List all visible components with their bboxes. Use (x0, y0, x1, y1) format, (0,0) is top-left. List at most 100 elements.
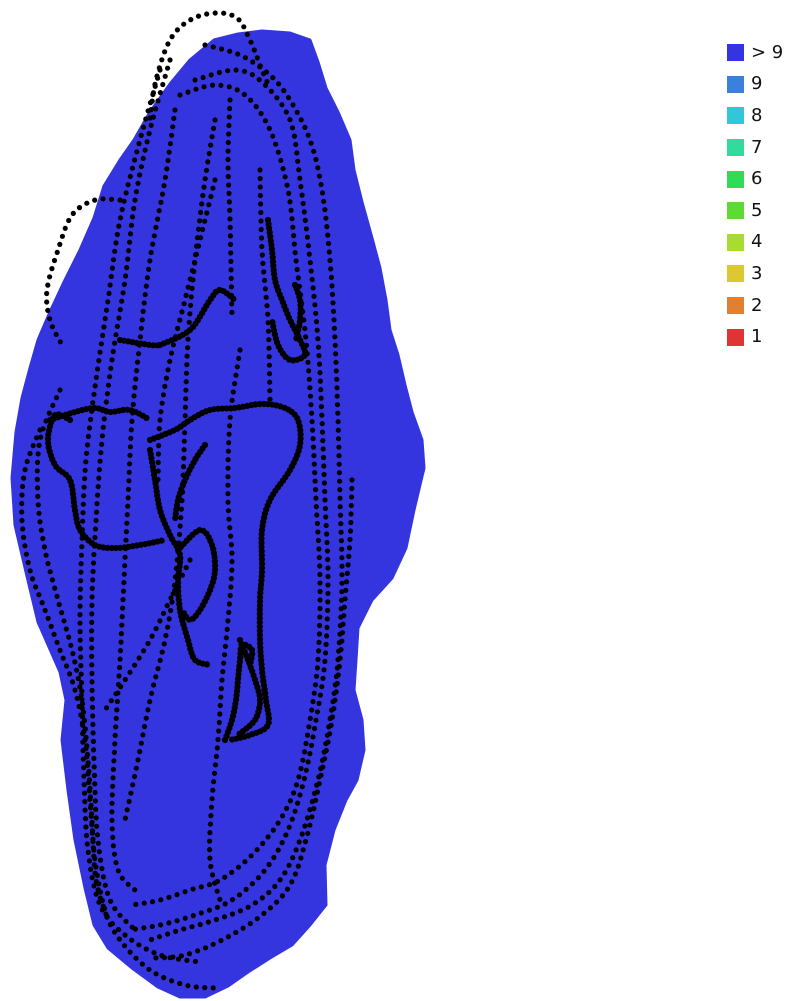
track-point (173, 928, 179, 935)
track-point (187, 276, 193, 282)
track-point (169, 34, 175, 40)
track-point (151, 682, 157, 688)
track-point (113, 332, 119, 338)
track-point (274, 899, 280, 905)
track-point (226, 182, 232, 188)
track-point (257, 167, 263, 173)
track-point (122, 563, 128, 569)
track-point (46, 410, 52, 416)
track-point (156, 208, 162, 214)
track-point (188, 302, 194, 308)
track-point (293, 141, 299, 148)
track-point (129, 165, 135, 171)
legend-swatch (727, 202, 744, 220)
track-point (109, 826, 115, 832)
track-point (347, 536, 353, 543)
track-point (324, 539, 330, 546)
track-point (312, 470, 318, 476)
track-point (123, 529, 129, 535)
track-point (226, 190, 232, 196)
track-point (81, 717, 88, 724)
track-point (225, 465, 231, 471)
track-point (109, 265, 115, 271)
track-point (286, 824, 292, 830)
track-point (183, 387, 189, 393)
track-point (69, 679, 76, 685)
track-point (133, 955, 139, 961)
track-point (208, 193, 214, 200)
track-point (228, 275, 234, 281)
track-point (258, 218, 264, 224)
track-point (334, 376, 340, 382)
track-point (141, 723, 148, 730)
track-point (167, 141, 173, 147)
track-point (235, 51, 241, 57)
track-point (79, 701, 86, 707)
track-point (324, 633, 330, 639)
track-point (232, 381, 238, 387)
track-point (159, 400, 165, 406)
track-point (120, 605, 126, 611)
track-point (89, 811, 95, 817)
track-point (93, 509, 100, 515)
track-point (329, 714, 336, 720)
track-point (257, 175, 263, 182)
track-point (322, 207, 328, 213)
track-point (117, 664, 123, 671)
track-point (346, 553, 352, 560)
track-point (311, 293, 317, 299)
track-point (77, 637, 83, 643)
track-point (336, 663, 342, 670)
track-point (322, 756, 328, 762)
track-point (312, 302, 318, 308)
track-point (189, 924, 195, 930)
track-point (207, 821, 213, 827)
track-point (76, 205, 83, 211)
track-point (254, 916, 260, 922)
track-point (318, 181, 324, 188)
track-point (86, 858, 93, 864)
track-point (113, 860, 119, 866)
track-point (262, 118, 268, 124)
track-point (307, 715, 313, 722)
track-point (220, 669, 226, 675)
track-point (144, 139, 150, 145)
track-point (183, 370, 190, 376)
track-point (203, 167, 210, 173)
track-point (202, 218, 208, 224)
track-point (208, 863, 214, 870)
track-point (179, 309, 185, 315)
track-point (138, 740, 144, 746)
track-point (151, 950, 157, 956)
track-point (124, 512, 130, 518)
track-point (254, 847, 260, 853)
track-point (266, 861, 272, 868)
track-point (305, 359, 311, 365)
track-point (325, 590, 331, 597)
track-point (175, 956, 182, 962)
track-point (114, 707, 120, 713)
track-point (107, 922, 113, 928)
track-point (324, 224, 330, 230)
track-point (124, 807, 130, 813)
track-point (117, 307, 123, 313)
track-point (294, 109, 300, 115)
track-point (34, 468, 40, 474)
track-point (91, 883, 97, 889)
track-point (148, 122, 154, 128)
track-point (298, 765, 304, 772)
track-point (121, 281, 127, 287)
track-point (29, 576, 36, 582)
track-point (309, 410, 315, 416)
track-point (77, 629, 83, 635)
track-point (210, 985, 216, 991)
track-point (92, 798, 98, 804)
track-point (221, 914, 228, 920)
track-point (97, 349, 103, 355)
track-point (261, 277, 268, 283)
track-point (316, 353, 322, 359)
track-point (332, 334, 338, 340)
track-point (84, 751, 91, 758)
track-point (314, 665, 320, 671)
track-point (325, 582, 331, 588)
